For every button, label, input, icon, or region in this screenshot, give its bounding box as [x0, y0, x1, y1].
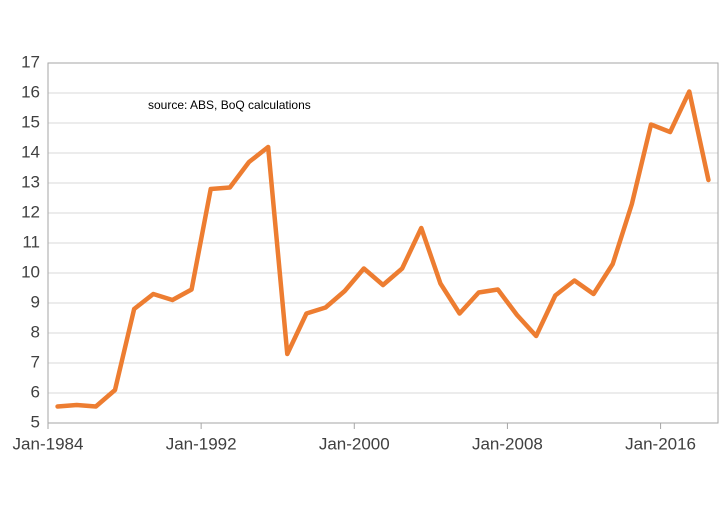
- data-line: [55, 89, 711, 409]
- y-tick-label: 15: [21, 112, 40, 131]
- annotation: source: ABS, BoQ calculations: [148, 98, 311, 112]
- y-tick-label: 7: [31, 352, 40, 371]
- plot-frame: [47, 62, 719, 424]
- y-tick-label: 8: [31, 322, 40, 341]
- y-tick-label: 13: [21, 172, 40, 191]
- x-tick-label: Jan-1984: [13, 434, 84, 453]
- x-tick-label: Jan-2000: [319, 434, 390, 453]
- y-tick-label: 12: [21, 202, 40, 221]
- y-tick-label: 10: [21, 262, 40, 281]
- y-tick-label: 6: [31, 382, 40, 401]
- x-tick-label: Jan-2008: [472, 434, 543, 453]
- y-tick-label: 11: [22, 232, 40, 251]
- y-tick-label: 5: [31, 412, 40, 431]
- x-tick-label: Jan-1992: [166, 434, 237, 453]
- y-tick-label: 9: [31, 292, 40, 311]
- y-tick-label: 16: [21, 82, 40, 101]
- x-tick-label: Jan-2016: [625, 434, 696, 453]
- y-tick-label: 14: [21, 142, 40, 161]
- y-tick-label: 17: [21, 52, 40, 71]
